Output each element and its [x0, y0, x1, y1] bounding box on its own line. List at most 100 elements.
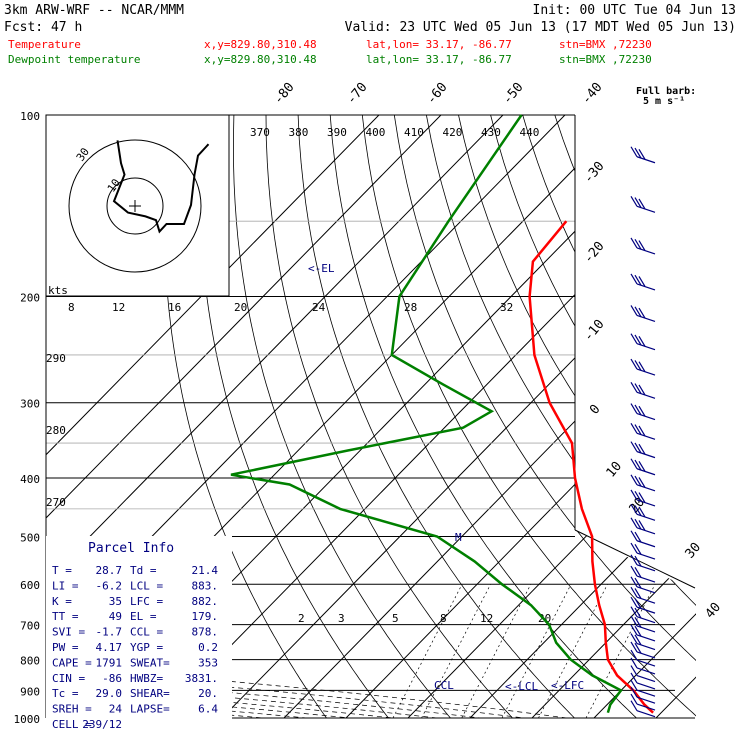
parcel-cell: HWBZ=	[130, 672, 163, 685]
theta-label: 270	[46, 496, 66, 509]
parcel-cell: T =	[52, 564, 72, 577]
wind-barb	[630, 146, 656, 164]
dry-adiabat	[232, 115, 462, 718]
parcel-cell: CIN =	[52, 672, 85, 685]
lcl-marker: <-LCL	[505, 680, 538, 693]
speed-scale-label: 20	[234, 301, 247, 314]
mixing-ratio-line	[461, 584, 532, 718]
theta-label: 370	[250, 126, 270, 139]
model-title: 3km ARW-WRF -- NCAR/MMM	[4, 3, 184, 18]
parcel-cell: 49	[109, 610, 122, 623]
hodograph-ring	[68, 139, 202, 273]
isotherm-label: 40	[703, 600, 725, 622]
theta-label: 380	[289, 126, 309, 139]
theta-label: 420	[443, 126, 463, 139]
speed-scale-label: 12	[112, 301, 125, 314]
wind-barb	[630, 542, 656, 560]
dry-adiabat	[490, 115, 696, 718]
mixing-ratio-label: 3	[338, 612, 345, 625]
parcel-cell: 28.7	[96, 564, 123, 577]
wind-barb	[630, 679, 656, 697]
wind-barb	[630, 686, 656, 704]
wind-barb	[630, 474, 656, 492]
parcel-cell: LI =	[52, 579, 79, 592]
hodograph-ring	[106, 177, 164, 235]
parcel-cell: SWEAT=	[130, 656, 170, 669]
parcel-cell: 1791	[96, 656, 123, 669]
parcel-cell: 24	[109, 703, 123, 716]
parcel-cell: -86	[102, 672, 122, 685]
isotherm-label: -30	[581, 159, 608, 187]
wind-barb	[630, 700, 656, 718]
pressure-tick-label: 800	[20, 655, 40, 668]
valid-time: Valid: 23 UTC Wed 05 Jun 13 (17 MDT Wed …	[345, 20, 736, 35]
parcel-cell: SHEAR=	[130, 687, 170, 700]
parcel-cell: CAPE =	[52, 656, 92, 669]
temp-latlon: lat,lon= 33.17, -86.77	[366, 38, 512, 51]
mixing-ratio-label: 5	[392, 612, 399, 625]
parcel-cell: EL =	[130, 610, 157, 623]
sounding-curves: <-EL <-LCL <-LFC CCL M	[230, 114, 654, 714]
parcel-cell: 878.	[192, 626, 219, 639]
wind-barb	[630, 441, 656, 459]
parcel-cell: SREH =	[52, 703, 92, 716]
theta-label: 390	[327, 126, 347, 139]
temp-xy: x,y=829.80,310.48	[204, 38, 317, 51]
mixing-ratio-label: 12	[480, 612, 493, 625]
hodograph-ring-label: 30	[74, 145, 92, 163]
pressure-tick-label: 500	[20, 531, 40, 544]
wind-barb	[630, 195, 656, 213]
theta-label: 400	[366, 126, 386, 139]
m-marker: M	[455, 531, 462, 544]
dry-adiabat	[163, 115, 337, 718]
dew-station: stn=BMX ,72230	[559, 53, 652, 66]
isotherm-label: -70	[344, 80, 371, 108]
pressure-tick-label: 400	[20, 473, 40, 486]
dry-adiabat	[329, 115, 651, 718]
wind-barb	[630, 517, 656, 535]
wind-barb	[630, 596, 656, 614]
theta-label: 440	[520, 126, 540, 139]
wind-barb	[630, 576, 656, 594]
isotherm-label: 0	[587, 402, 604, 418]
isotherm-label: -10	[581, 317, 608, 345]
parcel-cell: 239/12	[82, 718, 122, 731]
dry-adiabat	[715, 115, 740, 731]
wind-barb	[630, 615, 656, 633]
isotherm-label: 20	[627, 495, 649, 517]
wind-barb	[630, 237, 656, 255]
dry-adiabat	[458, 115, 696, 718]
parcel-cell: CELL =	[52, 718, 92, 731]
parcel-cell: TT =	[52, 610, 79, 623]
wind-barb	[630, 665, 656, 683]
wind-barb	[630, 693, 656, 711]
parcel-cell: CCL =	[130, 626, 163, 639]
parcel-cell: SVI =	[52, 626, 85, 639]
wind-barb	[630, 489, 656, 507]
parcel-cell: LCL =	[130, 579, 163, 592]
parcel-cell: 4.17	[96, 641, 123, 654]
mixing-ratio-label: 2	[298, 612, 305, 625]
hodograph-trace	[112, 140, 210, 234]
dry-adiabat	[199, 115, 399, 718]
parcel-cell: LAPSE=	[130, 703, 170, 716]
wind-barb	[630, 333, 656, 351]
speed-scale-label: 28	[404, 301, 417, 314]
isotherm-label: -50	[500, 80, 527, 108]
theta-label: 430	[481, 126, 501, 139]
speed-scale-label: 16	[168, 301, 181, 314]
speed-scale-label: 8	[68, 301, 75, 314]
dewpoint-label: Dewpoint temperature	[8, 53, 140, 66]
wind-barb	[630, 565, 656, 583]
parcel-cell: 0.2	[198, 641, 218, 654]
right-axis-slant	[574, 529, 696, 589]
wind-barb	[630, 381, 656, 399]
parcel-cell: 20.	[198, 687, 218, 700]
pressure-tick-label: 200	[20, 292, 40, 305]
mixing-ratio-label: 8	[440, 612, 447, 625]
isotherm	[46, 115, 504, 718]
parcel-cell: -6.2	[96, 579, 123, 592]
pressure-tick-label: 1000	[14, 713, 41, 726]
isotherm	[209, 115, 696, 718]
